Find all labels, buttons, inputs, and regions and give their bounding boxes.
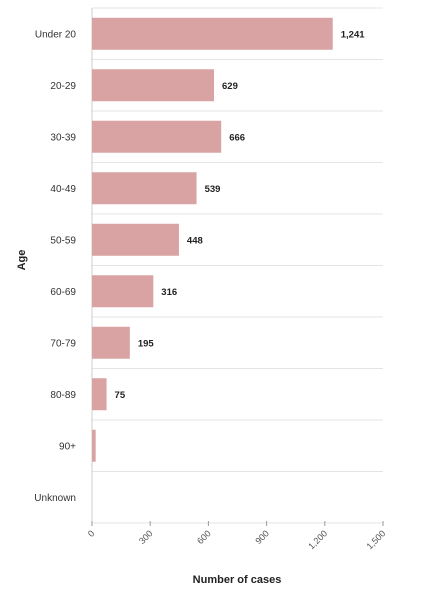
data-label: 666 <box>229 132 245 143</box>
data-label: 75 <box>115 390 126 401</box>
bar <box>92 223 179 256</box>
bar <box>92 17 333 50</box>
bar <box>92 120 222 153</box>
data-label: 448 <box>187 235 203 246</box>
category-label: 40-49 <box>50 184 76 195</box>
y-axis-title: Age <box>16 250 28 271</box>
category-label: 70-79 <box>50 338 76 349</box>
bar <box>92 172 197 205</box>
bar <box>92 429 96 462</box>
bar <box>92 378 107 411</box>
data-label: 1,241 <box>341 29 365 40</box>
x-tick-label: 600 <box>195 528 213 546</box>
category-labels: Under 20 20-29 30-39 40-49 50-59 60-69 70-79 80… <box>34 29 76 504</box>
category-label: 50-59 <box>50 235 76 246</box>
x-tick-label: 1,500 <box>364 528 387 551</box>
bars <box>92 17 333 462</box>
category-label: 60-69 <box>50 287 76 298</box>
bar <box>92 69 215 102</box>
category-label: 90+ <box>59 441 76 452</box>
category-label: Unknown <box>34 493 76 504</box>
bar <box>92 326 130 359</box>
x-axis: 0 300 600 900 1,200 1,500 <box>86 521 387 551</box>
value-labels: 1,241 629 666 539 448 316 195 75 <box>115 29 366 401</box>
data-label: 629 <box>222 81 238 92</box>
category-label: 20-29 <box>50 81 76 92</box>
data-label: 195 <box>138 338 155 349</box>
bar <box>92 275 154 308</box>
data-label: 539 <box>205 184 221 195</box>
category-label: 80-89 <box>50 390 76 401</box>
category-label: Under 20 <box>35 29 77 40</box>
x-tick-label: 0 <box>86 528 97 539</box>
x-tick-label: 900 <box>253 528 271 546</box>
x-axis-title: Number of cases <box>193 574 282 586</box>
x-tick-label: 1,200 <box>306 528 329 551</box>
category-label: 30-39 <box>50 132 76 143</box>
data-label: 316 <box>161 287 177 298</box>
x-tick-label: 300 <box>137 528 155 546</box>
